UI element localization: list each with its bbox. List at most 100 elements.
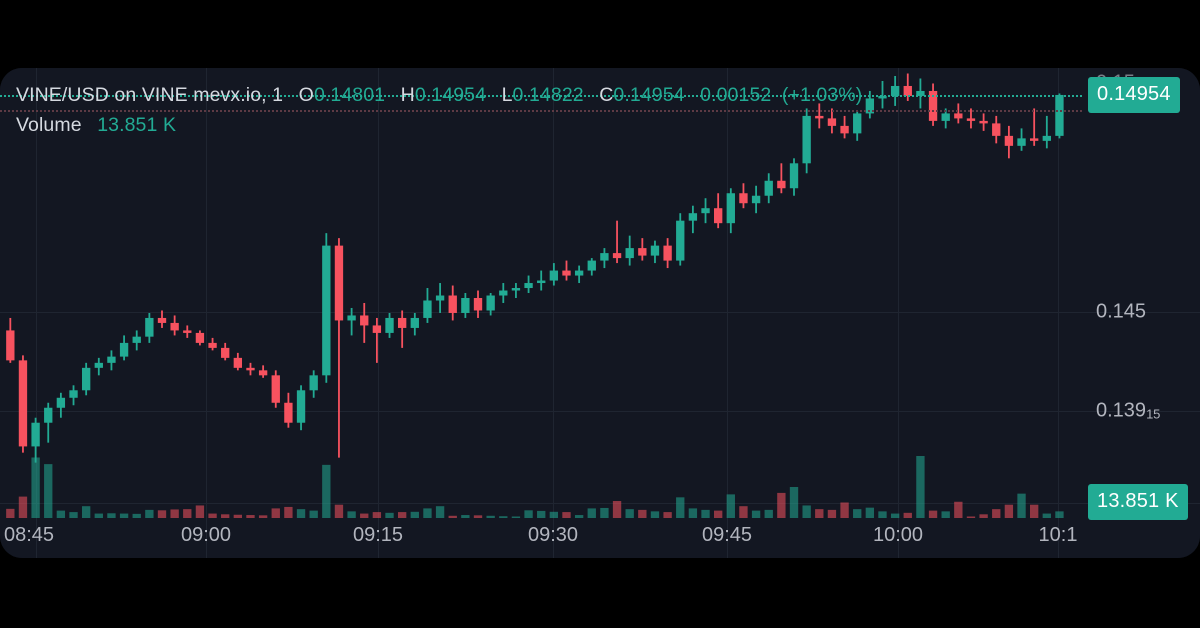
- candle-body-bullish: [145, 317, 154, 337]
- volume-bar: [347, 511, 356, 518]
- volume-bar: [56, 510, 66, 518]
- candle-wick: [540, 270, 543, 291]
- volume-bar: [802, 505, 811, 518]
- candle-body-bearish: [840, 125, 849, 134]
- candle-body-bearish: [928, 90, 938, 121]
- candle-body-bearish: [397, 317, 407, 328]
- candlestick-plot[interactable]: [0, 68, 1200, 558]
- volume-bar: [372, 512, 382, 518]
- volume-bar: [903, 512, 912, 518]
- candle-body-bullish: [549, 270, 559, 281]
- candle-body-bullish: [650, 245, 660, 256]
- candle-body-bullish: [322, 245, 331, 376]
- volume-bar: [878, 511, 887, 518]
- candle-body-bearish: [562, 270, 571, 276]
- volume-bar: [916, 456, 925, 518]
- volume-bar: [322, 464, 331, 518]
- candle-body-bearish: [992, 123, 1001, 136]
- volume-bar: [284, 506, 293, 518]
- volume-bar: [777, 492, 786, 518]
- volume-bar: [423, 508, 432, 518]
- candle-body-bearish: [195, 332, 205, 343]
- plot-background: [0, 68, 1200, 558]
- volume-bar: [979, 514, 988, 518]
- volume-bar: [499, 516, 508, 518]
- candle-body-bullish: [878, 95, 887, 99]
- volume-bar: [941, 511, 950, 518]
- volume-bar: [676, 497, 685, 518]
- candle-wick: [780, 163, 783, 194]
- previous-close-line: [0, 109, 1082, 112]
- candle-body-bullish: [1017, 138, 1026, 146]
- volume-bar: [511, 516, 521, 518]
- candle-body-bearish: [777, 180, 786, 189]
- candle-body-bullish: [1042, 135, 1051, 141]
- volume-bar: [360, 513, 369, 518]
- candle-wick: [401, 310, 404, 348]
- last-price-badge[interactable]: 0.14954: [1088, 76, 1180, 113]
- candle-body-bearish: [739, 193, 748, 204]
- volume-badge[interactable]: 13.851 K: [1088, 484, 1188, 520]
- volume-bar: [6, 508, 15, 518]
- volume-bar: [448, 515, 457, 518]
- candle-body-bearish: [183, 330, 192, 333]
- volume-bar: [461, 515, 470, 518]
- volume-bar: [44, 464, 53, 518]
- volume-bar: [271, 508, 280, 518]
- volume-bar: [840, 502, 849, 518]
- volume-bar: [537, 510, 546, 518]
- volume-bar: [714, 510, 723, 518]
- candle-body-bullish: [676, 220, 685, 261]
- volume-bar: [701, 509, 710, 518]
- candle-body-bullish: [726, 193, 735, 224]
- volume-bar: [69, 512, 78, 518]
- candle-body-bearish: [1030, 138, 1039, 141]
- volume-bar: [435, 506, 445, 518]
- candle-body-bearish: [638, 248, 647, 256]
- candle-body-bullish: [600, 253, 609, 261]
- volume-bar: [195, 505, 205, 518]
- volume-bar: [486, 515, 495, 518]
- candle-body-bullish: [688, 213, 698, 221]
- candle-body-bearish: [663, 245, 672, 261]
- candle-body-bearish: [372, 325, 382, 333]
- candle-wick: [515, 283, 517, 298]
- candle-body-bullish: [499, 290, 508, 296]
- grid-line-vertical: [898, 68, 899, 558]
- volume-bar: [1030, 504, 1039, 518]
- chart-panel[interactable]: VINE/USD on VINE mevx.io, 1 O0.14801 H0.…: [0, 68, 1200, 558]
- candle-body-bearish: [18, 360, 28, 447]
- candle-body-bearish: [157, 317, 167, 323]
- candle-body-bullish: [625, 248, 634, 259]
- candle-body-bullish: [524, 283, 533, 289]
- volume-bar: [688, 508, 698, 518]
- volume-bar: [625, 509, 634, 518]
- candle-wick: [338, 238, 340, 458]
- volume-bar: [815, 509, 824, 518]
- candle-body-bullish: [574, 270, 584, 276]
- candle-body-bullish: [107, 356, 116, 363]
- volume-bar: [258, 515, 268, 518]
- candle-body-bullish: [385, 317, 394, 333]
- volume-bar: [663, 512, 672, 518]
- volume-bar: [107, 513, 116, 518]
- grid-line-vertical: [553, 68, 554, 558]
- candle-body-bullish: [701, 208, 710, 214]
- time-scale[interactable]: 08:45 09:00 09:15 09:30 09:45 10:00 10:1: [0, 514, 1200, 558]
- time-axis-label: 09:30: [527, 524, 579, 546]
- candle-wick: [350, 307, 353, 336]
- volume-bar: [726, 494, 735, 518]
- volume-bar: [739, 506, 748, 518]
- volume-bar: [473, 515, 483, 518]
- volume-bar: [562, 512, 571, 518]
- volume-bar: [650, 511, 660, 518]
- candle-body-bullish: [435, 295, 445, 301]
- time-axis-label: 10:1: [1038, 524, 1078, 546]
- time-axis-label: 09:45: [701, 524, 753, 546]
- candle-body-bearish: [221, 347, 230, 358]
- volume-bar: [410, 511, 419, 518]
- volume-bar: [296, 509, 306, 518]
- candle-body-bullish: [309, 375, 318, 391]
